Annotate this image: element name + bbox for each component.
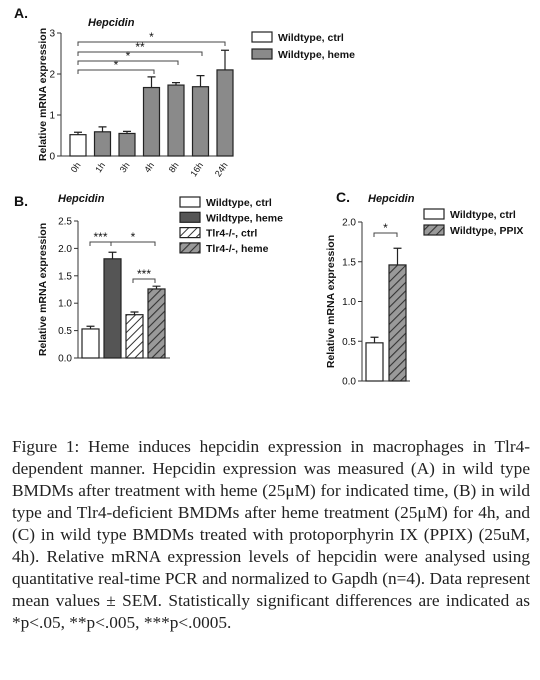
panel-c-sig-1-line	[373, 232, 398, 237]
panel-a-bar	[142, 86, 161, 157]
panel-b-ytick-label: 1.5	[58, 271, 72, 282]
panel-a-error-bar	[147, 76, 156, 88]
panel-a-sig-1-line	[77, 41, 226, 46]
panel-a-error-bar	[172, 82, 180, 86]
panel-b-legend-label: Tlr4-/-, ctrl	[206, 228, 257, 240]
panel-a-xtick-label: 8h	[167, 160, 181, 174]
panel-b-sig-2-label: *	[131, 230, 136, 244]
panel-a-error-bar	[74, 131, 82, 135]
panel-b-ylabel: Relative mRNA expression	[37, 223, 49, 356]
panel-a-ytick-label: 0	[49, 152, 55, 163]
caption-body: Heme induces hepcidin expression in macr…	[12, 437, 530, 632]
panel-b-error-bar	[130, 311, 139, 315]
panel-b-ytick-label: 0.0	[58, 354, 72, 365]
panel-a-sig-4-line	[77, 69, 155, 74]
panel-c-ytick-label: 0.5	[342, 337, 356, 348]
panel-b-legend-label: Wildtype, ctrl	[206, 197, 272, 209]
panel-a-xtick-label: 0h	[69, 160, 83, 174]
panel-a-label: A.	[14, 5, 28, 21]
panel-a-legend-label: Wildtype, heme	[278, 49, 355, 61]
panel-a-ylabel: Relative mRNA expression	[37, 28, 49, 161]
panel-c-ytick-label: 1.5	[342, 257, 356, 268]
panel-b-bar	[147, 288, 166, 359]
panel-c-legend-swatch	[423, 224, 445, 236]
panel-c-bar	[365, 342, 384, 382]
panel-b-legend-label: Tlr4-/-, heme	[206, 243, 269, 255]
panel-b-legend-label: Wildtype, heme	[206, 212, 283, 224]
panel-a-error-bar	[221, 49, 229, 70]
panel-a-legend-label: Wildtype, ctrl	[278, 32, 344, 44]
panel-a-xtick-label: 3h	[118, 160, 132, 174]
panel-c-ylabel: Relative mRNA expression	[325, 235, 337, 368]
panel-a-error-bar	[196, 75, 205, 87]
panel-b-legend-swatch	[179, 227, 201, 239]
panel-b-sig-2-line	[110, 241, 156, 246]
caption-lead: Figure 1:	[12, 437, 80, 456]
panel-b-legend-swatch	[179, 211, 201, 223]
panel-a-bar	[93, 131, 112, 157]
panel-b-sig-1-label: ***	[93, 230, 107, 244]
panel-c-bar	[388, 264, 407, 382]
panel-b-bar	[81, 328, 100, 359]
panel-b-ytick-label: 2.5	[58, 217, 72, 228]
panel-a-error-bar	[123, 130, 131, 134]
panel-c-error-bar	[370, 336, 379, 343]
panel-c-legend-swatch	[423, 208, 445, 220]
panel-a-sig-4-label: *	[114, 58, 119, 72]
panel-c-ytick-label: 0.0	[342, 377, 356, 388]
panel-b-sig-3-line	[132, 278, 156, 283]
panel-a-legend-swatch	[251, 48, 273, 60]
panel-b-ytick-label: 1.0	[58, 299, 72, 310]
panel-c-label: C.	[336, 189, 350, 205]
panel-a-bar	[191, 86, 210, 157]
panel-a-bar	[167, 84, 185, 157]
panel-c-chart: C. Hepcidin 0.0 0.5 1.0 1.5 2.0 Relative mRNA e…	[325, 189, 523, 388]
panel-a-xtick-label: 16h	[188, 160, 205, 178]
panel-b-error-bar	[86, 325, 95, 329]
panel-a-sig-3-label: *	[126, 49, 131, 63]
panel-a-ytick-label: 2	[49, 70, 55, 81]
panel-a-xtick-label: 4h	[142, 160, 156, 174]
panel-b-legend-swatch	[179, 242, 201, 254]
panel-c-ytick-label: 1.0	[342, 297, 356, 308]
panel-a-legend-swatch	[251, 31, 273, 43]
panel-c-legend-label: Wildtype, PPIX	[450, 225, 523, 237]
panel-b-error-bar	[108, 251, 117, 259]
panel-c-title: Hepcidin	[368, 193, 415, 205]
panel-a-bar	[118, 132, 136, 157]
panel-a-sig-2-label: **	[135, 40, 145, 54]
panel-a-xtick-label: 24h	[213, 160, 230, 178]
panel-b-sig-3-label: ***	[137, 267, 151, 281]
panel-b-error-bar	[152, 285, 161, 289]
panel-c-sig-1-label: *	[383, 221, 388, 235]
panel-c-legend-label: Wildtype, ctrl	[450, 209, 516, 221]
panel-b-bar	[103, 258, 122, 359]
figure-caption: Figure 1: Heme induces hepcidin expressi…	[12, 436, 530, 634]
panel-a-sig-3-line	[77, 60, 179, 65]
panel-a-title: Hepcidin	[88, 17, 135, 29]
panel-a-bar	[216, 69, 234, 157]
panel-b-chart: B. Hepcidin 0.0 0.5 1.0 1.5 2.0 2.5 Relative mRN…	[14, 193, 283, 365]
panel-a-error-bar	[98, 126, 107, 132]
panel-b-title: Hepcidin	[58, 193, 105, 205]
panel-a-ytick-label: 3	[49, 29, 55, 40]
panel-b-legend-swatch	[179, 196, 201, 208]
panel-a-sig-1-label: *	[149, 30, 154, 44]
panel-a-ytick-label: 1	[49, 111, 55, 122]
panel-a-bar	[69, 134, 87, 157]
panel-b-ytick-label: 0.5	[58, 326, 72, 337]
panel-a-xtick-label: 1h	[93, 160, 107, 174]
panel-c-ytick-label: 2.0	[342, 218, 356, 229]
panel-a-sig-2-line	[77, 51, 203, 56]
panel-b-bar	[125, 314, 144, 359]
panel-b-label: B.	[14, 193, 28, 209]
panel-b-ytick-label: 2.0	[58, 244, 72, 255]
panel-c-error-bar	[393, 247, 402, 265]
